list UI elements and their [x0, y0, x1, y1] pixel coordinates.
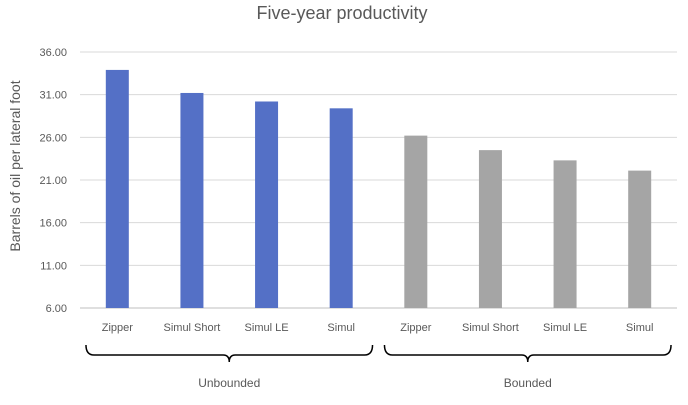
bar-1 [105, 69, 129, 308]
bar-7 [553, 160, 577, 308]
y-tick-label: 21.00 [39, 175, 67, 187]
bar-4 [329, 108, 353, 308]
y-tick-label: 26.00 [39, 132, 67, 144]
x-tick-label: Zipper [400, 322, 432, 334]
x-tick-label: Simul LE [543, 322, 587, 334]
group-bracket [85, 344, 374, 363]
group-bracket [383, 344, 672, 363]
y-tick-label: 6.00 [46, 303, 67, 315]
bar-2 [180, 92, 204, 309]
chart-title: Five-year productivity [256, 3, 427, 23]
bars [105, 69, 652, 309]
group-label: Unbounded [198, 376, 260, 390]
y-tick-label: 36.00 [39, 47, 67, 59]
x-tick-label: Simul Short [462, 322, 519, 334]
bar-6 [478, 150, 502, 308]
group-brackets: Unbounded Bounded [85, 344, 672, 390]
group-label: Bounded [504, 376, 552, 390]
x-axis-ticks: Zipper Simul Short Simul LE Simul Zipper Simu… [102, 322, 654, 334]
bar-8 [628, 170, 652, 308]
x-tick-label: Zipper [102, 322, 134, 334]
y-tick-label: 16.00 [39, 218, 67, 230]
x-tick-label: Simul LE [245, 322, 289, 334]
y-axis-label: Barrels of oil per lateral foot [7, 80, 23, 251]
gridlines [80, 51, 677, 309]
bar-5 [404, 135, 428, 308]
y-tick-label: 11.00 [40, 260, 67, 272]
x-tick-label: Simul [626, 322, 654, 334]
bar-3 [255, 101, 279, 308]
y-tick-label: 31.00 [39, 90, 67, 102]
x-tick-label: Simul Short [164, 322, 221, 334]
x-tick-label: Simul [327, 322, 355, 334]
y-axis-ticks: 6.00 11.00 16.00 21.00 26.00 31.00 36.00 [39, 47, 67, 315]
